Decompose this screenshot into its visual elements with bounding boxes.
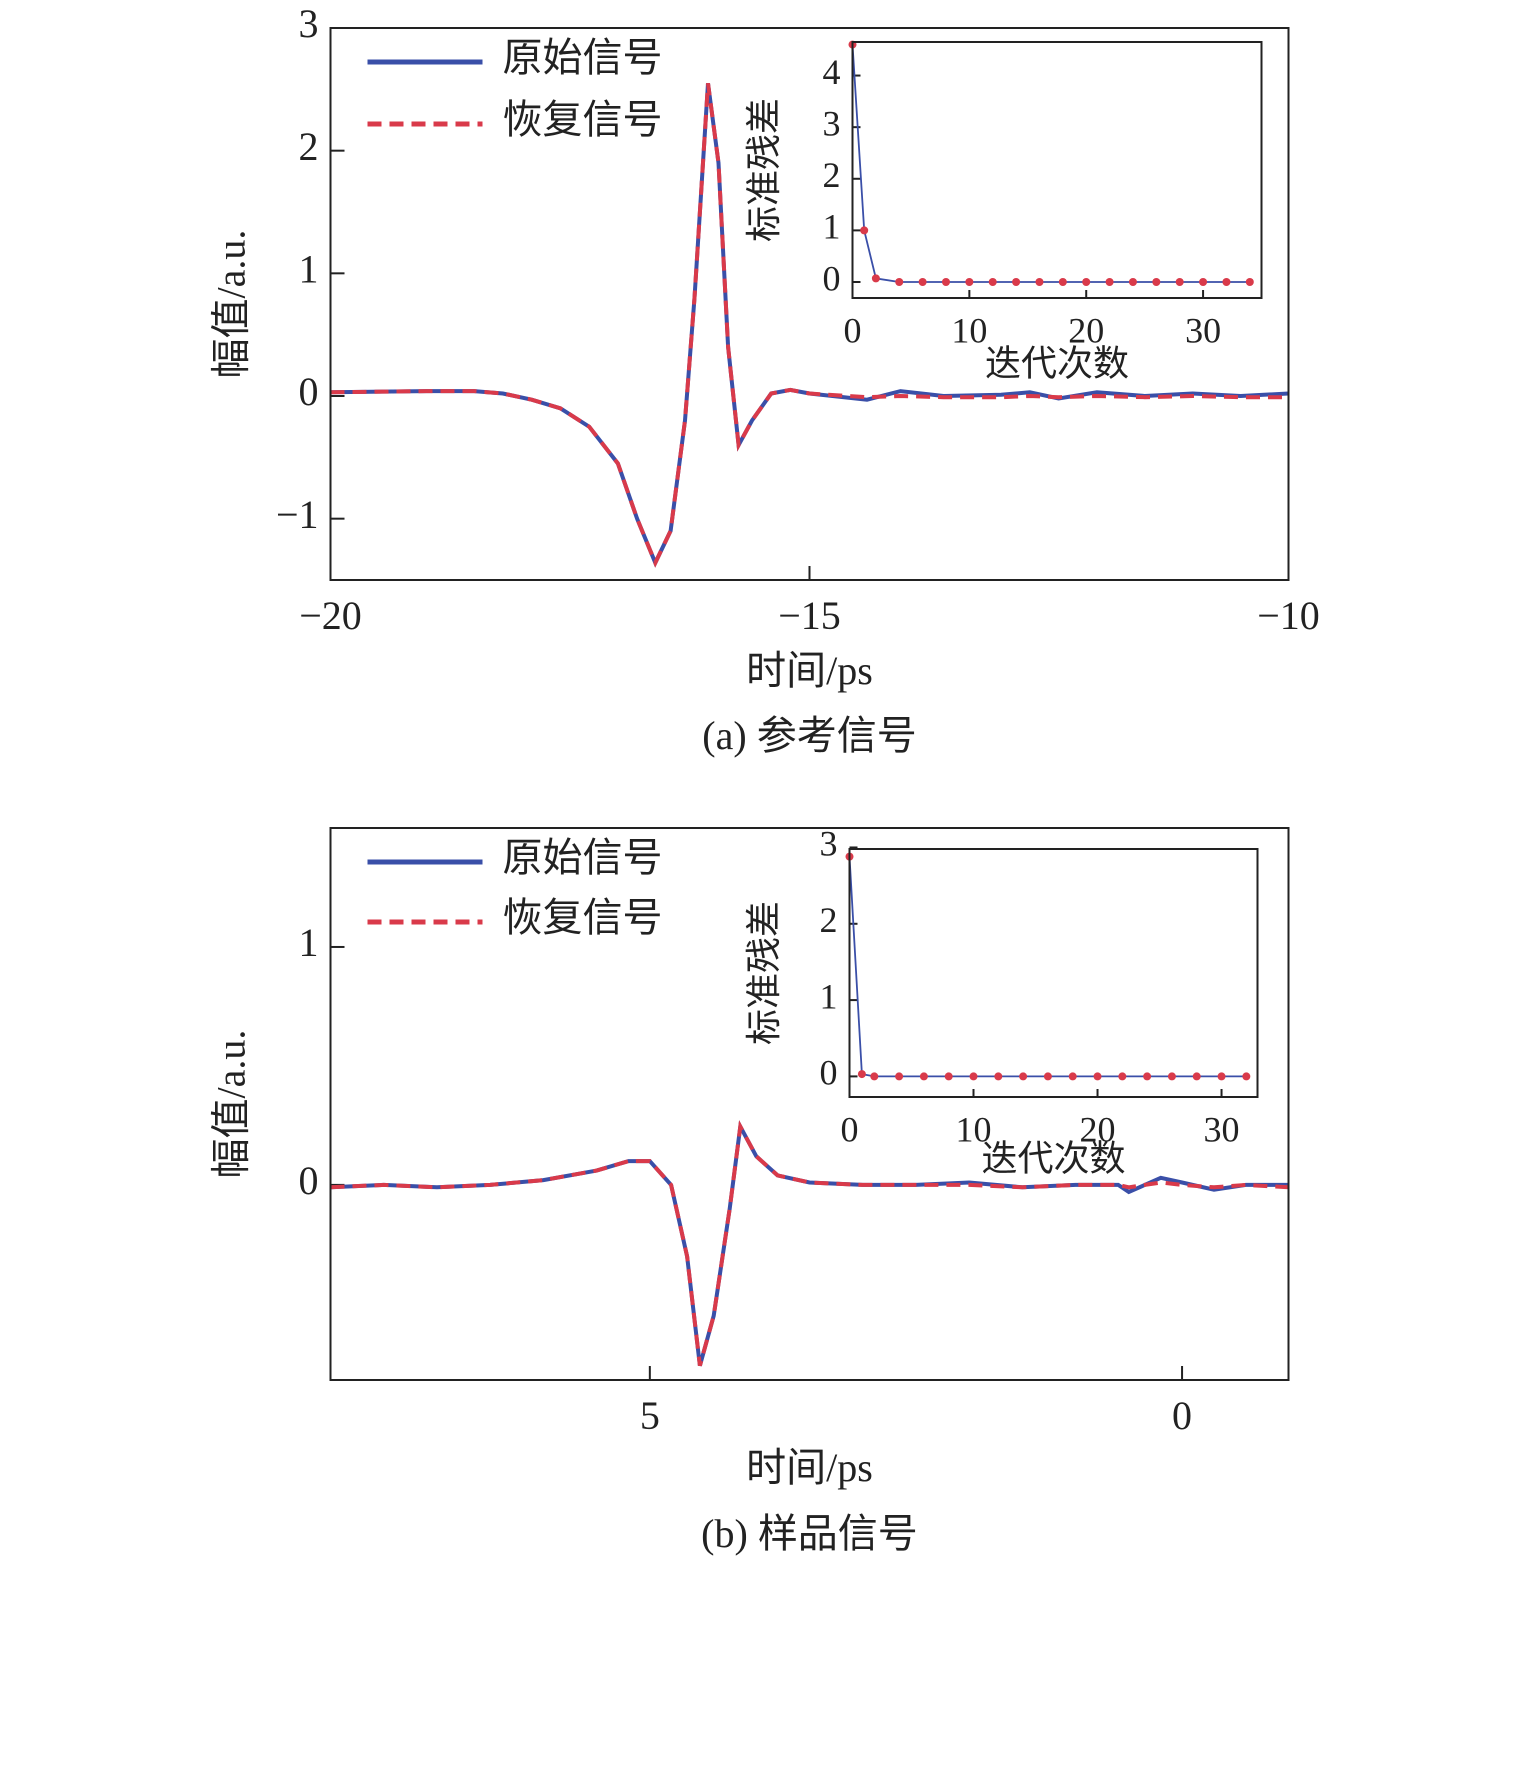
y-tick-label: 0 [299, 1158, 319, 1203]
x-tick-label: −15 [778, 593, 841, 638]
series-line [330, 1120, 1289, 1367]
marker [941, 278, 950, 286]
y-tick-label: 1 [299, 247, 319, 292]
marker [1043, 1072, 1052, 1081]
marker [1128, 278, 1137, 286]
marker [988, 278, 997, 286]
y-axis-label: 幅值/a.u. [209, 1030, 254, 1179]
x-axis-label: 时间/ps [746, 1445, 873, 1490]
marker [1222, 278, 1231, 286]
y-tick-label: 0 [820, 1053, 838, 1093]
y-axis-label: 标准残差 [744, 901, 784, 1045]
marker [1012, 278, 1021, 286]
legend-label: 恢复信号 [503, 895, 663, 940]
marker [1143, 1072, 1152, 1081]
y-tick-label: 0 [299, 369, 319, 414]
x-tick-label: 5 [640, 1393, 660, 1438]
x-tick-label: 30 [1204, 1109, 1240, 1149]
plot-area [849, 856, 1247, 1078]
y-tick-label: 3 [823, 103, 841, 143]
marker [1058, 278, 1067, 286]
y-tick-label: 3 [820, 824, 838, 864]
marker [1118, 1072, 1127, 1081]
marker [918, 278, 927, 286]
marker [944, 1072, 953, 1081]
marker [1093, 1072, 1102, 1081]
marker [1167, 1072, 1176, 1081]
marker [994, 1072, 1003, 1081]
x-tick-label: 10 [951, 310, 987, 350]
y-axis-label: 标准残差 [744, 98, 784, 242]
x-tick-label: −20 [299, 593, 362, 638]
y-axis-label: 幅值/a.u. [209, 230, 254, 379]
y-tick-label: 2 [299, 124, 319, 169]
marker [1217, 1072, 1226, 1081]
x-axis-label: 迭代次数 [981, 1138, 1125, 1178]
marker [860, 226, 869, 235]
legend-label: 原始信号 [503, 35, 663, 80]
marker [1019, 1072, 1028, 1081]
marker [969, 1072, 978, 1081]
y-tick-label: 4 [823, 52, 841, 92]
caption: (a) 参考信号 [702, 713, 916, 758]
y-tick-label: 3 [299, 1, 319, 46]
marker [1245, 278, 1254, 286]
marker [895, 278, 904, 286]
y-tick-label: 0 [823, 258, 841, 298]
marker [1192, 1072, 1201, 1081]
legend-label: 恢复信号 [503, 97, 663, 142]
y-tick-label: 1 [299, 920, 319, 965]
marker [965, 278, 974, 286]
inset-background [852, 42, 1262, 298]
series-line [330, 82, 1289, 568]
y-tick-label: −1 [276, 492, 319, 537]
marker [1152, 278, 1161, 286]
x-tick-label: 0 [844, 310, 862, 350]
y-tick-label: 1 [820, 976, 838, 1016]
y-tick-label: 1 [823, 207, 841, 247]
marker [1082, 278, 1091, 286]
x-tick-label: 0 [841, 1109, 859, 1149]
x-tick-label: 20 [1080, 1109, 1116, 1149]
x-tick-label: 30 [1185, 310, 1221, 350]
marker [1068, 1072, 1077, 1081]
marker [895, 1072, 904, 1081]
x-axis-label: 时间/ps [746, 648, 873, 693]
inset-background [849, 849, 1258, 1097]
legend-label: 原始信号 [503, 835, 663, 880]
plot-area [330, 82, 1289, 568]
x-tick-label: 10 [956, 1109, 992, 1149]
x-tick-label: −10 [1257, 593, 1320, 638]
marker [871, 274, 880, 283]
plot-frame [329, 827, 1290, 1381]
caption: (b) 样品信号 [701, 1511, 918, 1556]
x-tick-label: 0 [1172, 1393, 1192, 1438]
marker [1199, 278, 1208, 286]
x-tick-label: 20 [1068, 310, 1104, 350]
plot-frame [851, 41, 1263, 299]
marker [1035, 278, 1044, 286]
marker [919, 1072, 928, 1081]
marker [857, 1070, 866, 1079]
marker [1105, 278, 1114, 286]
plot-frame [848, 848, 1259, 1098]
series-line [330, 1120, 1289, 1367]
marker [870, 1072, 879, 1081]
marker [1242, 1072, 1251, 1081]
x-axis-label: 迭代次数 [985, 343, 1129, 383]
plot-area [330, 1120, 1289, 1367]
series-line [849, 856, 1247, 1078]
plot-frame [329, 27, 1290, 581]
y-tick-label: 2 [820, 900, 838, 940]
y-tick-label: 2 [823, 155, 841, 195]
marker [1175, 278, 1184, 286]
